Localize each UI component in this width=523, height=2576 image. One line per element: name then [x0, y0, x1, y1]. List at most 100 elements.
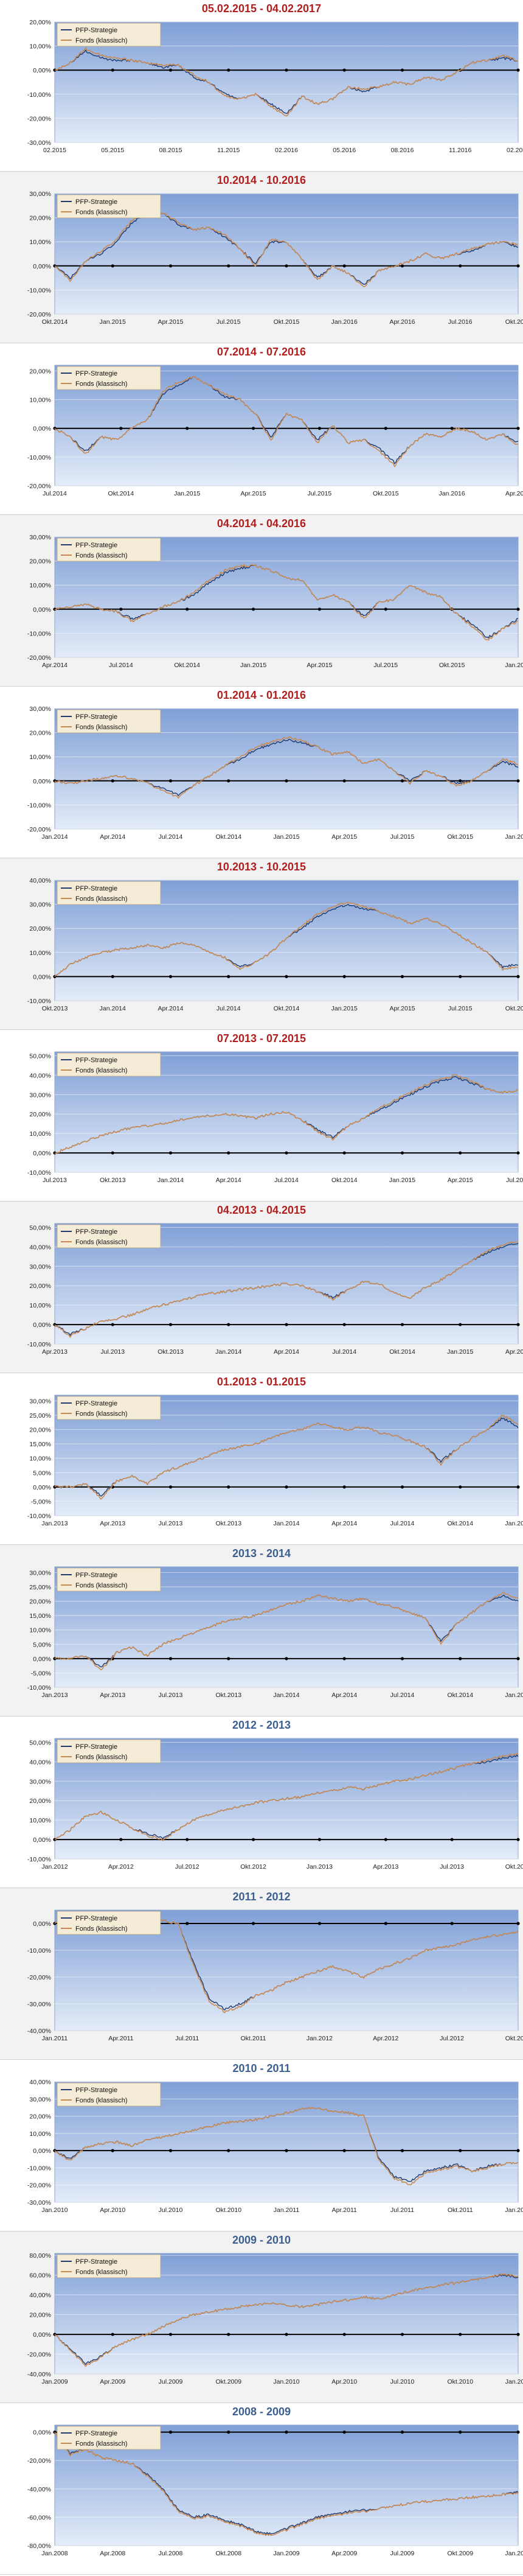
- x-tick-label: Okt.2013: [100, 1177, 126, 1184]
- line-chart: 80,00% 60,00% 40,00% 20,00% 0,00% -20,00% -40,…: [27, 2252, 523, 2385]
- legend-box: [57, 1911, 161, 1935]
- legend: PFP-Strategie Fonds (klassisch): [57, 1567, 161, 1592]
- y-tick-label: 40,00%: [29, 1759, 51, 1766]
- series-line-fund: [54, 376, 519, 467]
- x-tick-mark: [400, 1151, 404, 1155]
- y-tick-label: 30,00%: [29, 191, 51, 198]
- x-tick-label: Jul.2011: [390, 2207, 414, 2214]
- x-tick-label: Apr.2015: [331, 833, 357, 841]
- x-tick-label: Jul.2014: [390, 1692, 415, 1699]
- line-chart: 30,00%20,00%10,00%0,00%-10,00%-20,00%Apr…: [27, 534, 523, 669]
- chart-panel: 2009 - 2010 80,00% 60,00% 40,00% 20,00% 0,00%…: [0, 2231, 523, 2403]
- chart-panel: 2008 - 2009 0,00% -20,00% -40,00% -60,00% -80…: [0, 2403, 523, 2575]
- x-tick-mark: [459, 1151, 462, 1155]
- legend: PFP-Strategie Fonds (klassisch): [57, 537, 161, 562]
- x-tick-label: Okt.2011: [448, 2207, 473, 2214]
- y-tick-label: 20,00%: [29, 1797, 51, 1805]
- y-tick-label: 10,00%: [29, 754, 51, 761]
- legend-box: [57, 366, 161, 390]
- x-tick-label: Apr.2010: [100, 2207, 125, 2214]
- x-tick-label: Jan.2010: [505, 2550, 523, 2557]
- x-tick-label: Jan.2011: [274, 2207, 300, 2214]
- x-tick-mark: [119, 1838, 123, 1841]
- x-tick-label: Jan.2012: [505, 2207, 523, 2214]
- x-tick-mark: [400, 2149, 404, 2152]
- legend: PFP-Strategie Fonds (klassisch): [57, 366, 161, 390]
- x-tick-label: Jul.2015: [448, 1005, 473, 1012]
- chart-panel: 10.2013 - 10.2015 40,00% 30,00% 20,00% 10,00…: [0, 858, 523, 1030]
- y-tick-label: 50,00%: [29, 1739, 51, 1746]
- x-tick-mark: [400, 2431, 404, 2434]
- y-tick-label: 40,00%: [29, 1072, 51, 1079]
- y-tick-label: 40,00%: [29, 2079, 51, 2086]
- x-tick-mark: [227, 1151, 230, 1155]
- x-tick-mark: [450, 1838, 454, 1841]
- x-tick-mark: [168, 779, 173, 783]
- y-tick-label: -30,00%: [27, 2001, 51, 2008]
- x-tick-mark: [400, 68, 404, 72]
- x-tick-label: Jan.2015: [273, 833, 299, 841]
- x-tick-label: Okt.2014: [274, 1005, 300, 1012]
- chart-title: 05.02.2015 - 04.02.2017: [201, 2, 322, 15]
- y-tick-label: 0,00%: [33, 1920, 51, 1928]
- x-tick-mark: [317, 427, 322, 430]
- y-tick-label: 60,00%: [29, 2272, 51, 2280]
- series-line-fund: [54, 209, 519, 287]
- line-chart: 0,00%-10,00%-20,00%-30,00%-40,00%Jan.201…: [27, 1909, 523, 2042]
- legend: PFP-Strategie Fonds (klassisch): [57, 1396, 161, 1420]
- y-tick-label: -10,00%: [27, 630, 51, 637]
- x-tick-mark: [251, 427, 255, 430]
- x-tick-mark: [119, 607, 123, 611]
- x-tick-label: Jul.2014: [109, 662, 133, 669]
- x-tick-label: Okt.2013: [215, 1520, 241, 1527]
- x-tick-mark: [168, 1151, 173, 1155]
- y-tick-label: -5,00%: [31, 1670, 51, 1677]
- x-tick-mark: [317, 1922, 322, 1925]
- x-tick-mark: [251, 1922, 255, 1925]
- x-tick-mark: [400, 2333, 404, 2336]
- x-tick-mark: [400, 779, 404, 783]
- x-tick-label: Jul.2009: [159, 2378, 183, 2385]
- x-tick-mark: [516, 1657, 520, 1661]
- x-tick-mark: [285, 1151, 288, 1155]
- x-tick-mark: [384, 1838, 387, 1841]
- y-tick-label: -10,00%: [27, 91, 51, 99]
- chart-panel: 07.2014 - 07.2016 20,00% 10,00% 0,00% -10,00…: [0, 343, 523, 515]
- legend-label-strategy: PFP-Strategie: [75, 198, 117, 206]
- x-tick-label: 11.2015: [217, 147, 240, 154]
- legend-label-strategy: PFP-Strategie: [75, 2430, 117, 2437]
- chart-panel: 2010 - 2011 40,00% 30,00% 20,00% 10,00% 0,00%…: [0, 2060, 523, 2231]
- x-tick-mark: [317, 607, 322, 611]
- x-tick-label: Jul.2015: [308, 490, 332, 497]
- x-tick-label: Apr.2013: [373, 1863, 398, 1871]
- chart-title: 01.2013 - 01.2015: [216, 1376, 307, 1388]
- x-tick-label: Jul.2014: [274, 1177, 299, 1184]
- series-line-fund: [54, 1241, 519, 1338]
- y-tick-label: 30,00%: [29, 705, 51, 713]
- legend-label-strategy: PFP-Strategie: [75, 1057, 117, 1064]
- y-tick-label: -60,00%: [27, 2514, 51, 2521]
- chart-panel: 07.2013 - 07.2015 50,00% 40,00% 30,00% 20,00…: [0, 1030, 523, 1202]
- x-tick-label: Okt.2015: [505, 1005, 523, 1012]
- x-tick-label: 02.2015: [43, 147, 66, 154]
- line-chart: 30,00%20,00%10,00%0,00%-10,00%-20,00%Okt…: [27, 191, 523, 326]
- x-tick-label: 08.2016: [391, 147, 414, 154]
- legend-label-fund: Fonds (klassisch): [75, 1410, 128, 1418]
- legend-label-fund: Fonds (klassisch): [75, 552, 128, 559]
- series-line-fund: [54, 1074, 519, 1154]
- x-tick-label: Apr.2013: [100, 1520, 125, 1527]
- legend-label-fund: Fonds (klassisch): [75, 1925, 128, 1933]
- x-tick-mark: [342, 2149, 346, 2152]
- chart-title: 10.2014 - 10.2016: [216, 174, 307, 186]
- x-tick-label: Jul.2008: [159, 2550, 183, 2557]
- y-tick-label: -10,00%: [27, 1684, 51, 1692]
- y-tick-label: -20,00%: [27, 311, 51, 318]
- line-chart: 40,00%30,00%20,00%10,00%0,00%-10,00%Okt.…: [27, 877, 523, 1012]
- x-tick-label: Apr.2012: [108, 1863, 134, 1871]
- x-tick-label: Jan.2013: [41, 1692, 68, 1699]
- line-chart: 30,00%20,00%10,00%0,00%-10,00%-20,00%Jan…: [27, 705, 523, 841]
- x-tick-label: Okt.2013: [158, 1348, 184, 1356]
- line-chart: 50,00% 40,00% 30,00% 20,00% 10,00% 0,00% -10,0…: [27, 1051, 523, 1184]
- y-tick-label: -30,00%: [27, 2199, 51, 2207]
- x-tick-mark: [227, 68, 230, 72]
